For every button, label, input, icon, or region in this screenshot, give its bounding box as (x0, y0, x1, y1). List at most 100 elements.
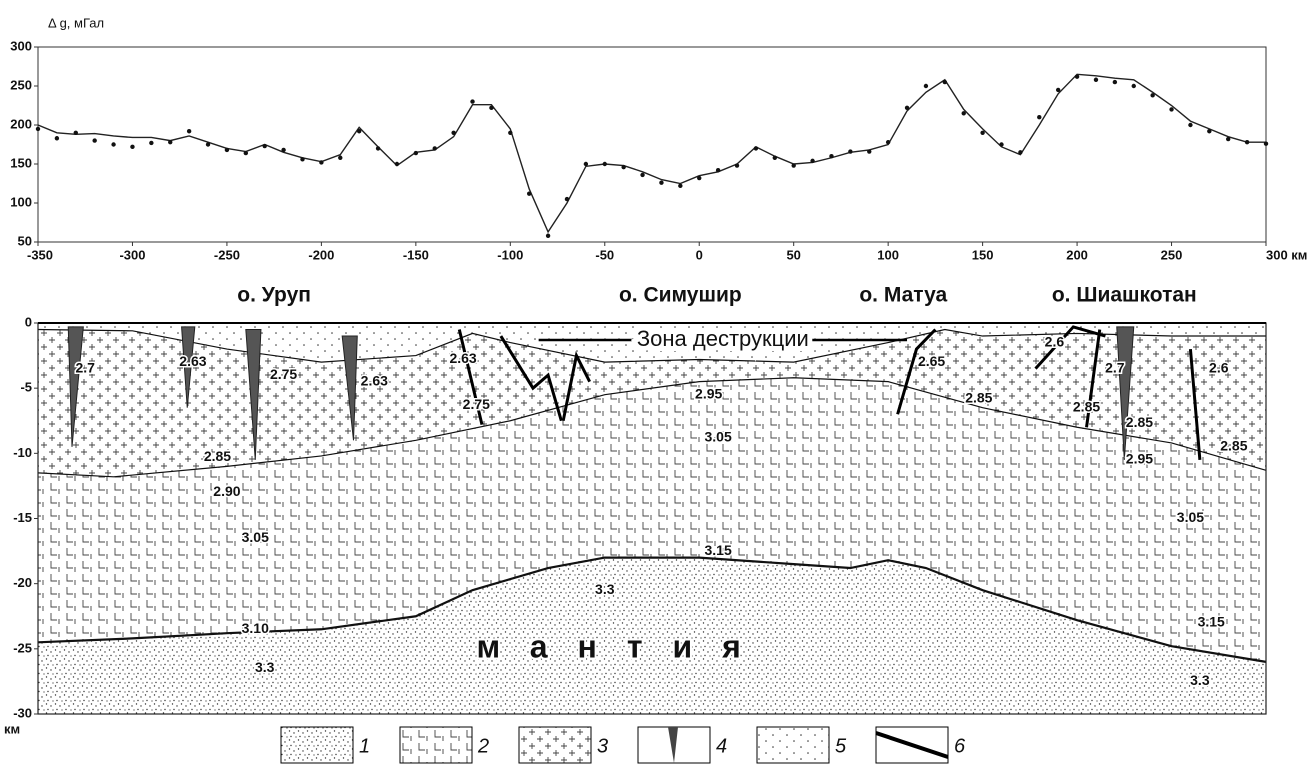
density-label: 2.63 (361, 372, 388, 388)
observed-dot (962, 111, 966, 115)
x-tick-label: -150 (403, 247, 429, 262)
legend-label: 5 (835, 735, 847, 757)
observed-dot (319, 160, 323, 164)
x-tick-label: -350 (27, 247, 53, 262)
observed-dot (546, 234, 550, 238)
observed-dot (1094, 78, 1098, 82)
observed-dot (1169, 107, 1173, 111)
legend-label: 4 (716, 735, 727, 757)
density-label: 2.63 (449, 350, 476, 366)
density-label: 2.75 (270, 366, 297, 382)
observed-dot (1188, 123, 1192, 127)
x-tick-label: -300 (119, 247, 145, 262)
observed-dot (300, 157, 304, 161)
observed-dot (1207, 129, 1211, 133)
density-label: 2.7 (75, 359, 95, 375)
y-tick-label: 250 (10, 77, 32, 92)
x-tick-label: -250 (214, 247, 240, 262)
density-label: 3.15 (1198, 613, 1225, 629)
observed-dot (1264, 142, 1268, 146)
island-label: о. Уруп (237, 284, 311, 307)
y-tick-label: -20 (13, 575, 32, 590)
observed-dot (244, 151, 248, 155)
observed-dot (414, 151, 418, 155)
y-tick-label: 0 (25, 314, 32, 329)
observed-dot (1113, 80, 1117, 84)
legend-swatch (281, 727, 353, 763)
density-label: 2.63 (179, 353, 206, 369)
observed-dot (886, 140, 890, 144)
density-label: 3.05 (242, 529, 269, 545)
observed-dot (489, 106, 493, 110)
density-label: 3.05 (704, 428, 731, 444)
density-label: 2.95 (1126, 451, 1153, 467)
observed-dot (1150, 93, 1154, 97)
observed-dot (395, 162, 399, 166)
density-label: 2.85 (204, 448, 231, 464)
x-tick-label: -200 (308, 247, 334, 262)
density-label: 3.3 (255, 659, 275, 675)
observed-dot (263, 144, 267, 148)
legend-swatch (400, 727, 472, 763)
x-tick-label: 0 (696, 247, 703, 262)
x-tick-label: 250 (1161, 247, 1183, 262)
observed-dot (659, 181, 663, 185)
observed-dot (773, 156, 777, 160)
density-label: 2.85 (1220, 438, 1247, 454)
x-tick-label: -50 (595, 247, 614, 262)
island-label: о. Шиашкотан (1052, 284, 1197, 307)
x-tick-label: 100 (877, 247, 899, 262)
density-label: 2.85 (1126, 414, 1153, 430)
observed-dot (55, 136, 59, 140)
legend-label: 2 (477, 735, 489, 757)
y-tick-label: -15 (13, 510, 32, 525)
observed-dot (1245, 140, 1249, 144)
observed-dot (584, 162, 588, 166)
density-label: 2.85 (965, 389, 992, 405)
y-axis-label: Δ g, мГал (48, 15, 104, 30)
y-tick-label: 150 (10, 155, 32, 170)
y-tick-label: 100 (10, 194, 32, 209)
observed-dot (1018, 150, 1022, 154)
density-label: 3.15 (704, 542, 731, 558)
observed-dot (206, 142, 210, 146)
plot-frame (38, 47, 1266, 242)
x-tick-label: 50 (786, 247, 800, 262)
observed-dot (867, 149, 871, 153)
depth-unit: км (4, 721, 20, 736)
observed-dot (754, 146, 758, 150)
observed-dot (130, 145, 134, 149)
observed-dot (225, 148, 229, 152)
observed-dot (92, 138, 96, 142)
y-tick-label: -10 (13, 445, 32, 460)
observed-dot (791, 163, 795, 167)
density-label: 2.6 (1045, 333, 1065, 349)
observed-dot (829, 154, 833, 158)
legend-swatch (757, 727, 829, 763)
y-tick-label: 200 (10, 116, 32, 131)
density-label: 2.85 (1073, 398, 1100, 414)
mantle-label: мантия (476, 628, 770, 664)
observed-dot (111, 142, 115, 146)
observed-dot (943, 80, 947, 84)
observed-dot (187, 129, 191, 133)
observed-dot (357, 129, 361, 133)
observed-dot (621, 165, 625, 169)
density-label: 2.6 (1209, 359, 1229, 375)
observed-dot (451, 131, 455, 135)
observed-dot (74, 131, 78, 135)
density-label: 2.65 (918, 353, 945, 369)
observed-dot (527, 191, 531, 195)
observed-dot (1075, 74, 1079, 78)
observed-dot (149, 141, 153, 145)
density-label: 3.10 (242, 620, 269, 636)
observed-dot (810, 159, 814, 163)
y-tick-label: 50 (18, 233, 32, 248)
y-tick-label: -5 (20, 380, 32, 395)
island-label: о. Матуа (859, 284, 947, 307)
figure: Δ g, мГал км 50100150200250300-350-300-2… (0, 0, 1316, 766)
zone-label: Зона деструкции (637, 326, 809, 351)
observed-dot (1132, 84, 1136, 88)
legend-label: 6 (954, 735, 966, 757)
observed-dot (697, 176, 701, 180)
